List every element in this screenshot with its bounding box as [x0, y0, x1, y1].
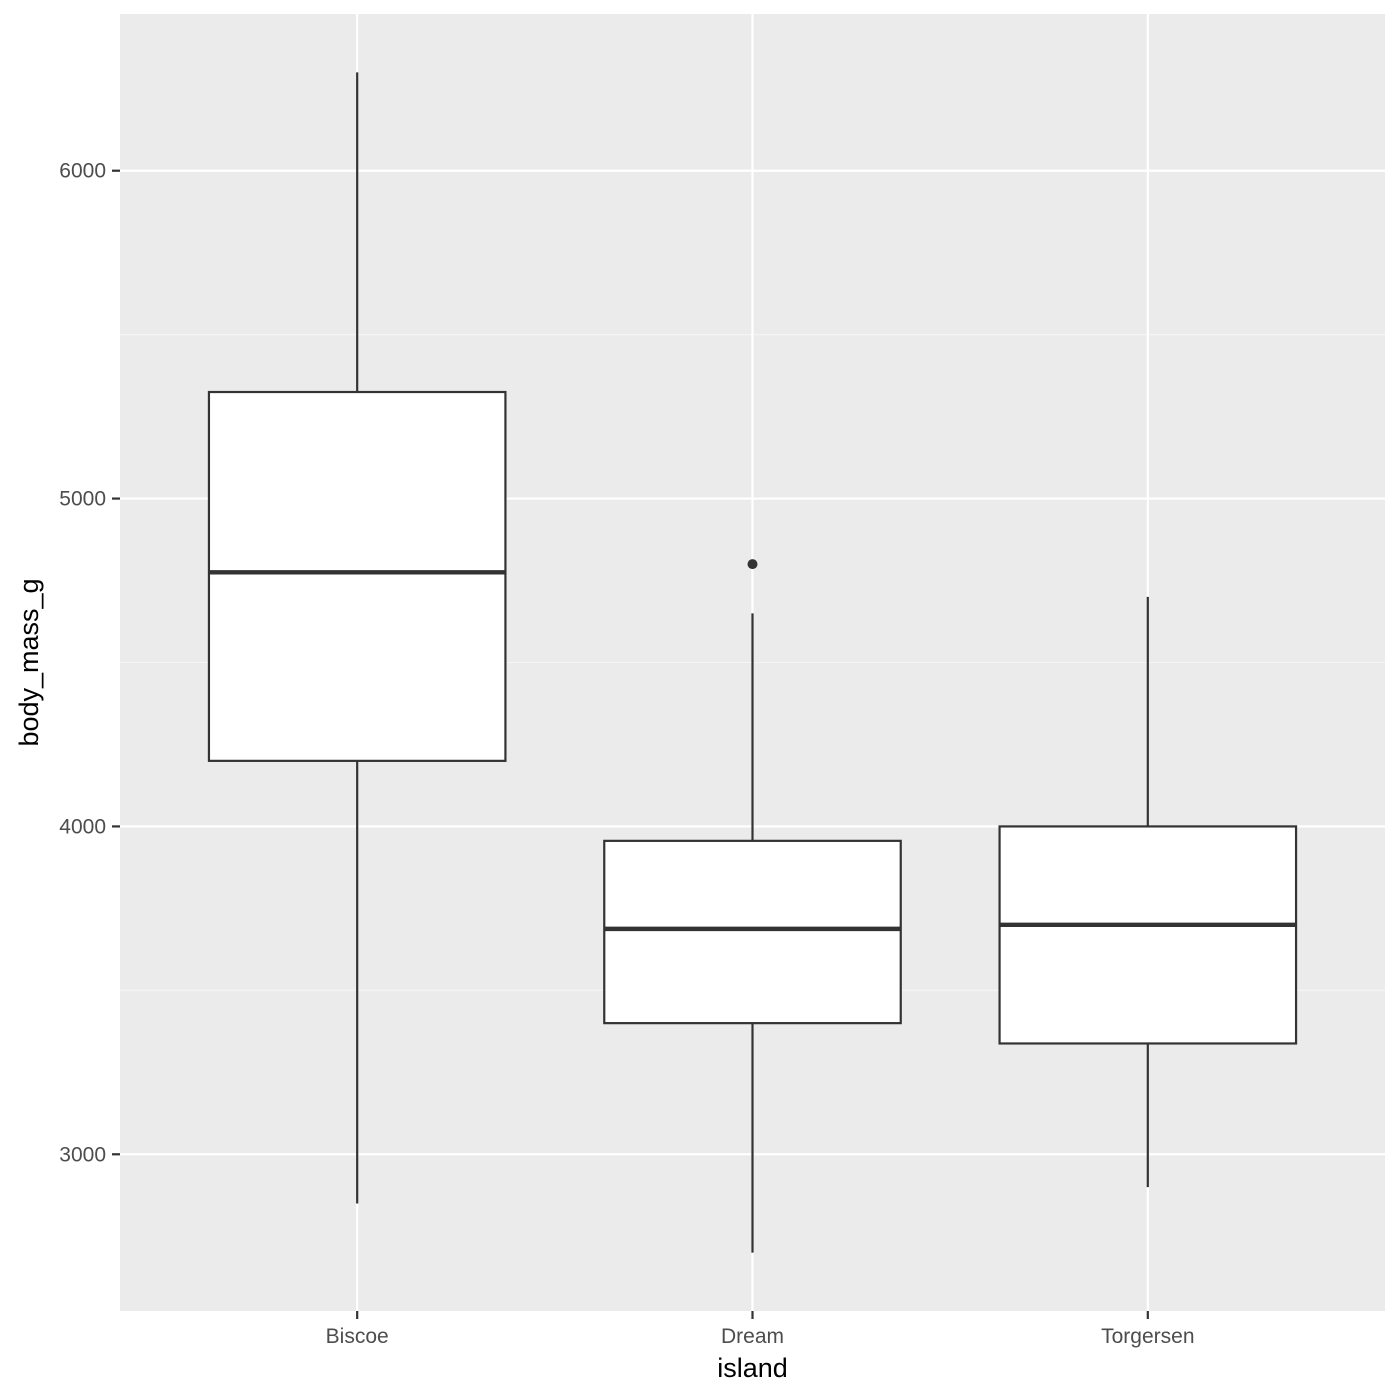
- box-iqr: [998, 825, 1298, 1045]
- y-tick-label: 6000: [59, 160, 106, 183]
- y-axis-title: body_mass_g: [14, 578, 44, 746]
- box-torgersen: [998, 596, 1298, 1188]
- box-iqr: [603, 839, 902, 1025]
- box-dream: [603, 559, 902, 1253]
- y-tick-label: 3000: [59, 1143, 106, 1166]
- x-tick-label: Torgersen: [1101, 1325, 1194, 1348]
- y-tick-label: 5000: [59, 488, 106, 511]
- box-series: [207, 72, 1298, 1253]
- y-tick-label: 4000: [59, 815, 106, 838]
- axis-tick-labels: 3000 4000 5000 6000 Biscoe Dream Torgersen: [59, 160, 1194, 1348]
- x-tick-label: Biscoe: [326, 1325, 389, 1348]
- box-iqr: [207, 390, 507, 762]
- box-biscoe: [207, 72, 507, 1204]
- axis-ticks: [112, 169, 1149, 1319]
- outlier-point: [747, 559, 758, 570]
- x-axis-title: island: [717, 1353, 788, 1383]
- x-tick-label: Dream: [721, 1325, 784, 1348]
